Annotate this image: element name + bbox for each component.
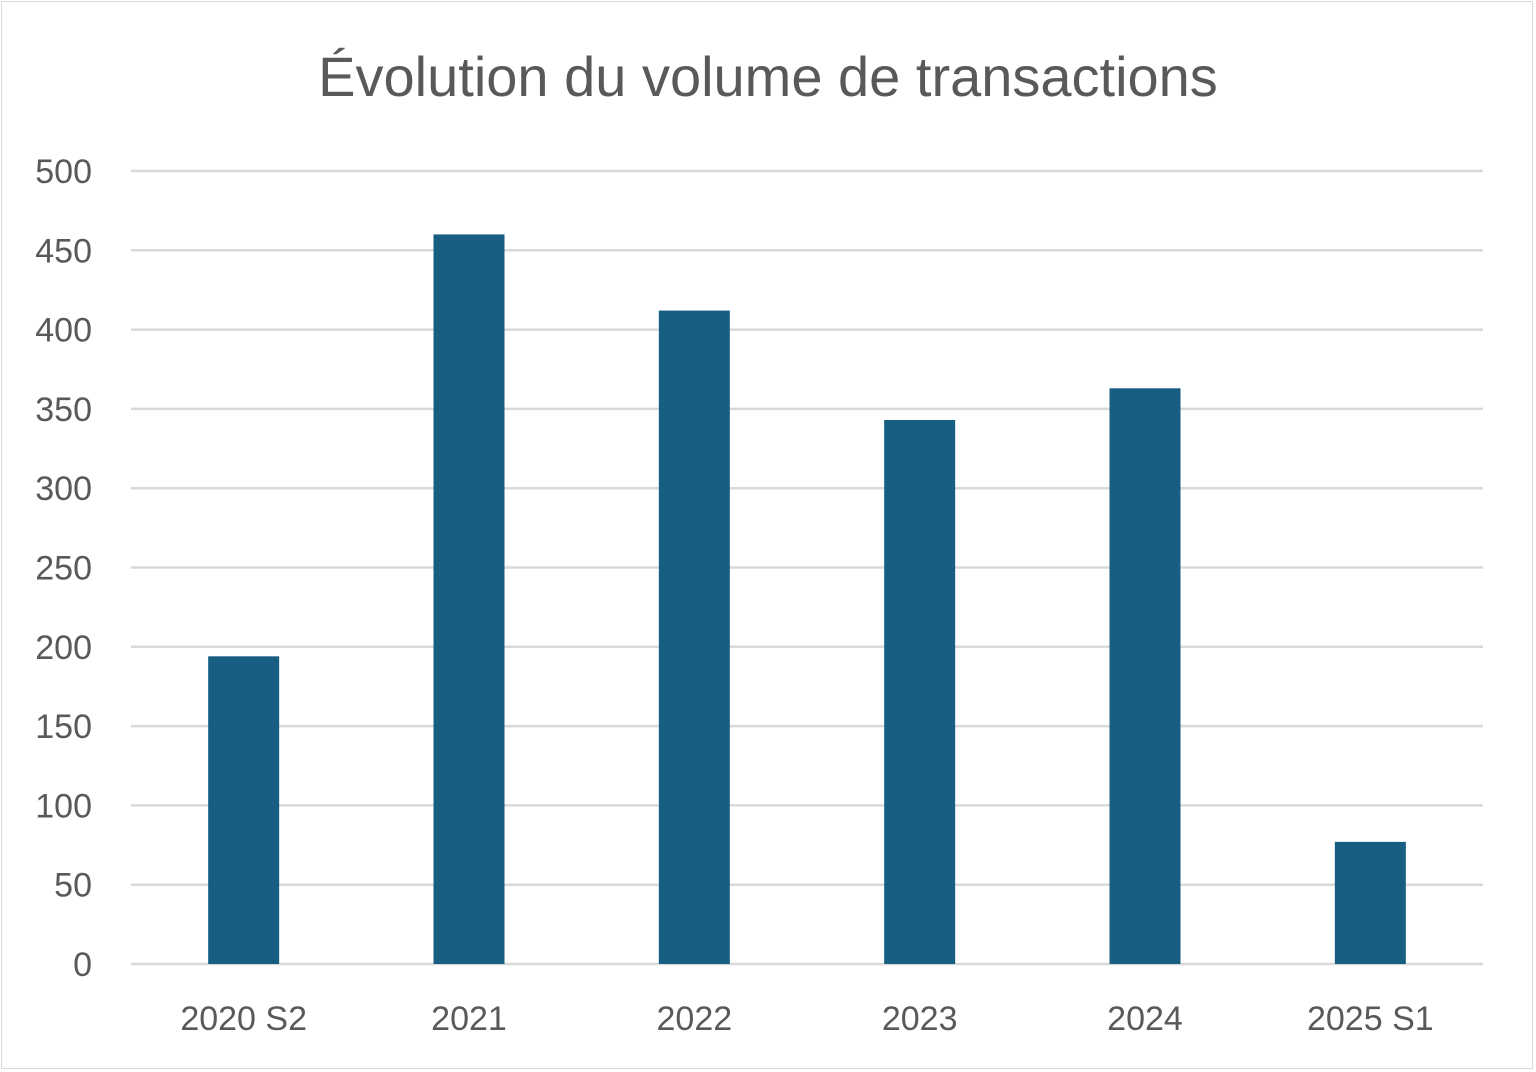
bars: [208, 234, 1406, 965]
x-tick-label: 2020 S2: [180, 1000, 307, 1038]
y-tick-label: 50: [54, 867, 92, 905]
x-tick-label: 2025 S1: [1307, 1000, 1434, 1038]
y-tick-label: 100: [35, 787, 92, 825]
bar-2023: [884, 420, 956, 964]
x-axis-ticks: 2020 S2 2021 2022 2023 2024 2025 S1: [180, 1000, 1433, 1038]
y-axis-ticks: 0 50 100 150 200 250 300 350 400 450 500: [35, 153, 92, 984]
x-tick-label: 2022: [657, 1000, 733, 1038]
y-tick-label: 250: [35, 550, 92, 588]
x-tick-label: 2024: [1107, 1000, 1183, 1038]
y-tick-label: 400: [35, 312, 92, 350]
bar-2022: [658, 310, 730, 964]
y-tick-label: 150: [35, 708, 92, 746]
bar-2024: [1109, 388, 1181, 965]
x-tick-label: 2021: [431, 1000, 507, 1038]
gridlines: [131, 169, 1483, 966]
y-tick-label: 350: [35, 391, 92, 429]
chart-title: Évolution du volume de transactions: [318, 45, 1218, 108]
bar-2021: [433, 234, 505, 964]
y-tick-label: 450: [35, 232, 92, 270]
y-tick-label: 200: [35, 629, 92, 667]
y-tick-label: 500: [35, 153, 92, 191]
y-tick-label: 300: [35, 470, 92, 508]
bar-2020-S2: [208, 656, 280, 964]
bar-2025-S1: [1334, 841, 1406, 964]
y-tick-label: 0: [73, 946, 92, 984]
x-tick-label: 2023: [882, 1000, 958, 1038]
